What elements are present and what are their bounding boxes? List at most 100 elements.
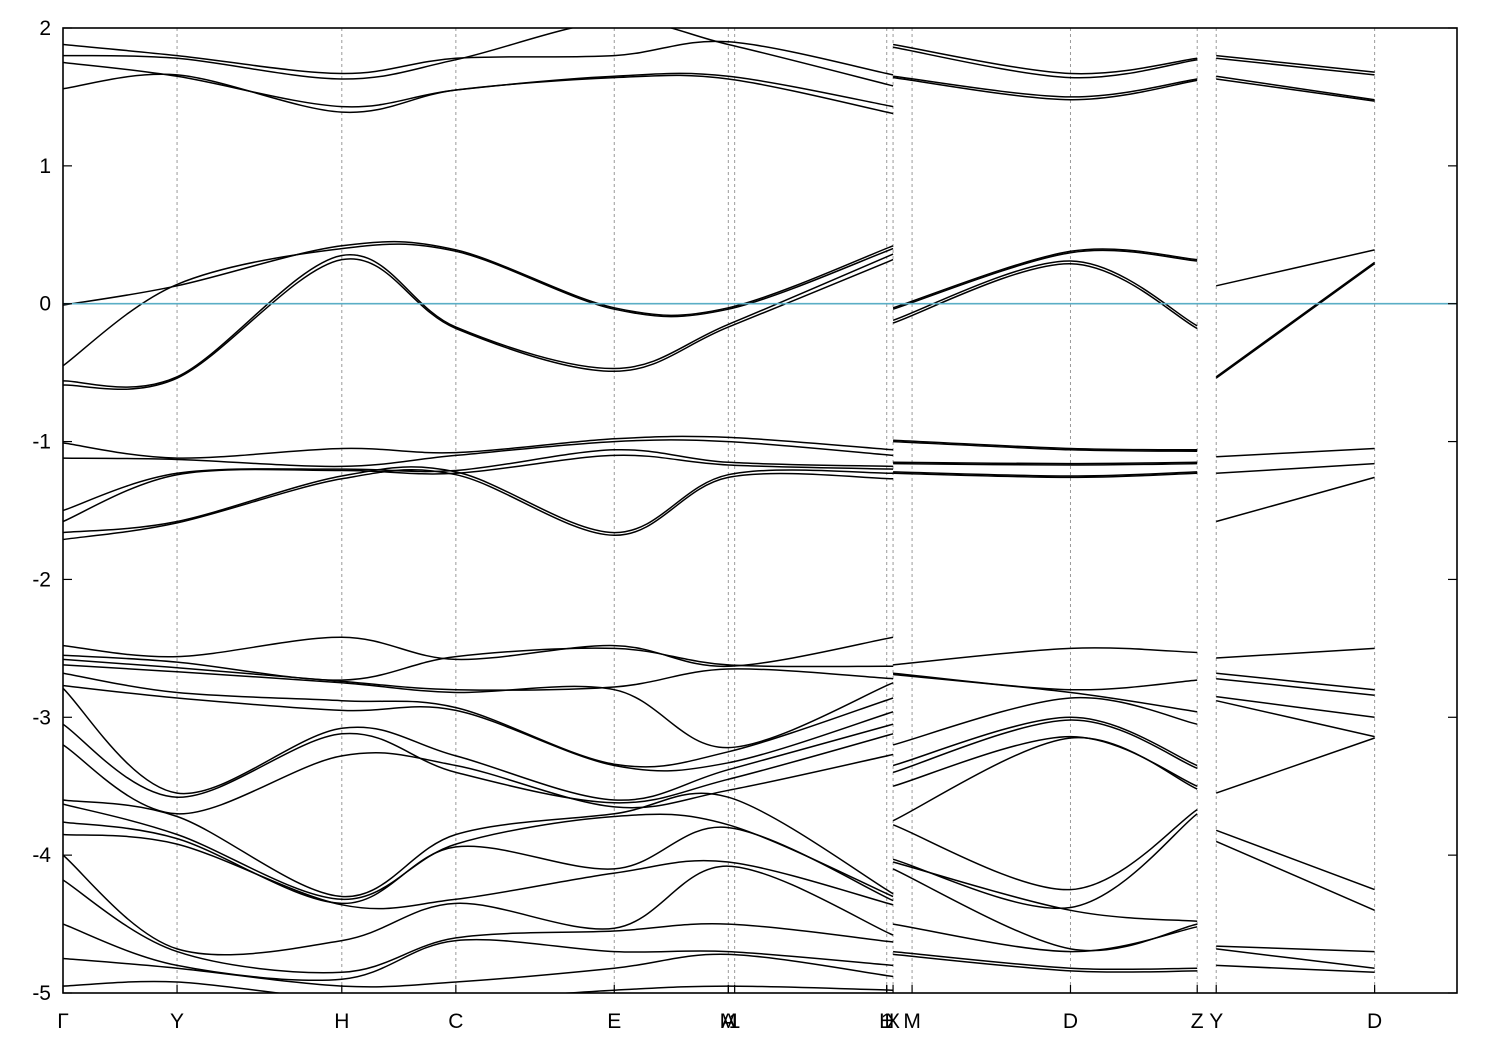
band-line xyxy=(63,672,894,768)
band-line xyxy=(893,672,1198,691)
band-segment xyxy=(892,43,1198,973)
band-line xyxy=(892,249,1198,310)
band-line xyxy=(63,792,894,898)
band-line xyxy=(63,821,894,905)
band-line xyxy=(1216,948,1375,969)
band-line xyxy=(63,240,894,317)
band-line xyxy=(892,923,1198,953)
label-layer: 210-1-2-3-4-5Γ Y H C E MA1 H1X M D Z Y D xyxy=(32,17,1382,1033)
y-tick-label: 2 xyxy=(39,17,51,40)
band-layer xyxy=(63,28,1376,993)
band-line xyxy=(63,636,894,668)
band-line xyxy=(892,716,1198,767)
kpoint-label: Y xyxy=(1209,1010,1223,1033)
y-tick-label: -4 xyxy=(32,844,51,867)
band-line xyxy=(63,923,894,982)
y-tick-label: -3 xyxy=(32,706,51,729)
band-line xyxy=(1216,447,1375,458)
band-line xyxy=(1216,462,1375,475)
band-line xyxy=(892,861,1198,923)
band-line xyxy=(893,472,1198,479)
band-line xyxy=(63,953,894,988)
kpoint-label: H xyxy=(879,1010,894,1033)
plot-frame xyxy=(62,27,1458,994)
kpoint-label: Y xyxy=(170,1010,184,1033)
band-line xyxy=(892,46,1198,79)
band-line xyxy=(1216,249,1375,287)
kpoint-label: Z xyxy=(1191,1010,1204,1033)
y-tick-label: -1 xyxy=(32,431,51,454)
band-segment xyxy=(1215,54,1376,974)
band-line xyxy=(1215,263,1376,379)
band-line xyxy=(1215,261,1376,378)
band-line xyxy=(63,833,894,910)
band-line xyxy=(893,75,1198,98)
band-line xyxy=(892,43,1198,75)
band-line xyxy=(892,248,1198,309)
band-line xyxy=(63,854,894,956)
band-line xyxy=(63,243,894,367)
band-line xyxy=(1216,677,1375,696)
kpoint-label: M xyxy=(720,1010,738,1033)
band-line xyxy=(1216,695,1375,719)
kpoint-label: E xyxy=(607,1010,621,1033)
band-line xyxy=(892,735,1198,787)
band-line xyxy=(893,440,1198,452)
band-line xyxy=(63,664,894,749)
band-line xyxy=(63,803,894,901)
kpoint-label: M xyxy=(903,1010,921,1033)
band-line xyxy=(893,461,1198,465)
band-line xyxy=(63,658,894,691)
band-line xyxy=(1216,699,1375,738)
band-line xyxy=(893,673,1198,713)
kpoint-label: A xyxy=(721,1010,735,1033)
band-line xyxy=(63,647,894,681)
band-line xyxy=(892,808,1198,891)
band-line xyxy=(1216,945,1375,953)
band-line xyxy=(892,262,1198,330)
band-line xyxy=(1216,476,1375,523)
band-line xyxy=(893,647,1198,666)
band-line xyxy=(63,684,894,772)
kpoint-label: H xyxy=(334,1010,349,1033)
band-segment xyxy=(63,28,894,993)
band-line xyxy=(892,736,1198,822)
grid-layer xyxy=(176,28,1376,993)
band-line xyxy=(1216,75,1375,101)
band-line xyxy=(63,879,894,974)
band-line xyxy=(893,462,1198,466)
band-line xyxy=(1215,737,1375,794)
kpoint-label: 1 xyxy=(881,1010,893,1033)
band-line xyxy=(63,687,894,801)
band-line xyxy=(893,439,1198,451)
kpoint-label: 1 xyxy=(729,1010,741,1033)
band-line xyxy=(63,435,894,459)
band-line xyxy=(63,28,894,87)
band-line xyxy=(893,471,1198,477)
band-line xyxy=(63,253,894,388)
band-line xyxy=(63,258,894,391)
kpoint-label: D xyxy=(1367,1010,1382,1033)
band-line xyxy=(63,466,894,534)
kpoint-label: X xyxy=(886,1010,900,1033)
band-line xyxy=(1216,57,1375,76)
band-line xyxy=(63,448,894,512)
band-line xyxy=(893,76,1198,101)
band-line xyxy=(893,953,1198,973)
y-tick-label: -2 xyxy=(32,568,51,591)
band-line xyxy=(1216,964,1375,974)
kpoint-label: D xyxy=(1063,1010,1078,1033)
band-line xyxy=(63,468,894,541)
band-line xyxy=(1216,78,1375,102)
band-line xyxy=(892,719,1198,774)
band-line xyxy=(63,723,894,804)
band-line xyxy=(1216,647,1375,659)
y-tick-label: 0 xyxy=(39,293,51,316)
band-line xyxy=(63,73,894,115)
band-line xyxy=(63,744,894,815)
band-line xyxy=(893,950,1198,971)
band-line xyxy=(1216,672,1375,691)
band-line xyxy=(63,439,894,468)
